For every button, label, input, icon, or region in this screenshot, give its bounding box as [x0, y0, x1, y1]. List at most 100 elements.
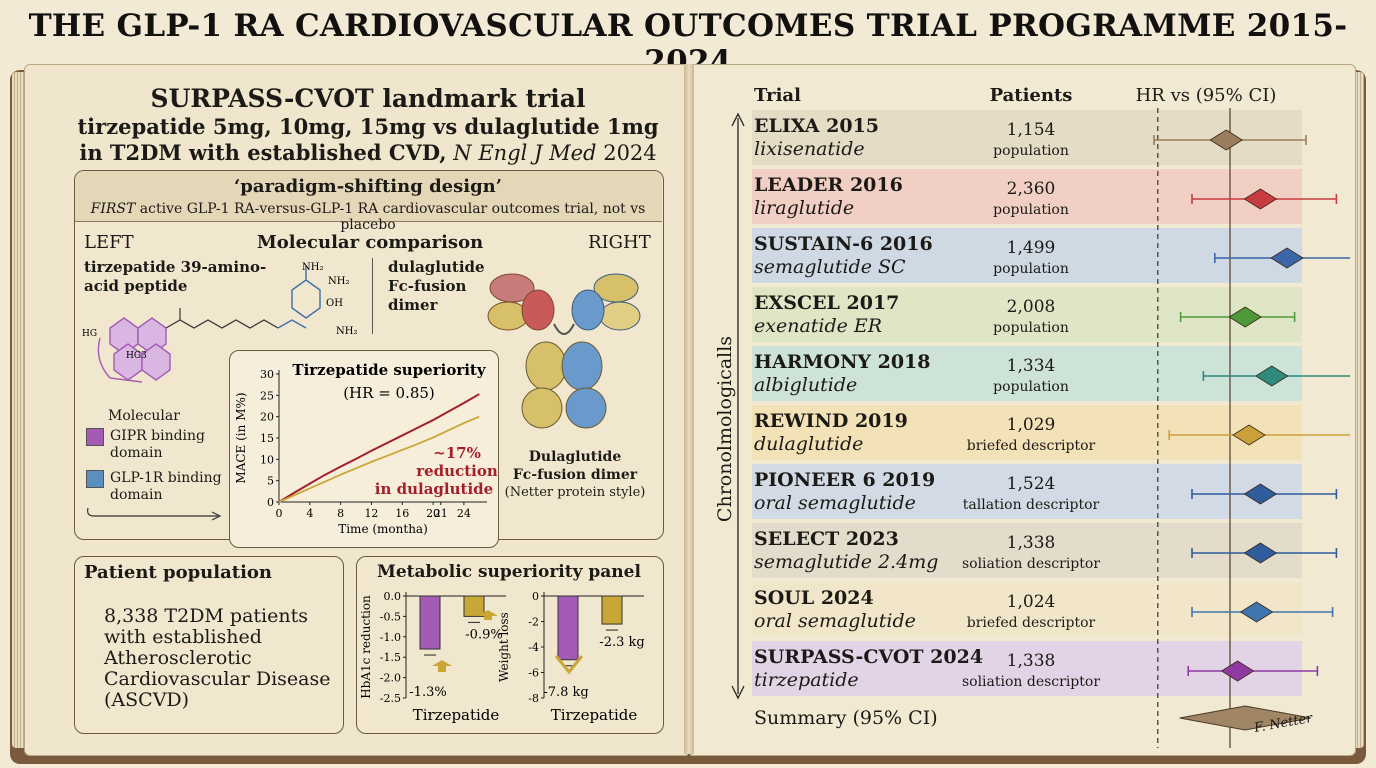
backbone-left	[165, 319, 279, 329]
hr-diamond	[1255, 365, 1289, 387]
weight-y-tick-label: 0	[532, 590, 539, 603]
page-title: THE GLP-1 RA CARDIOVASCULAR OUTCOMES TRI…	[28, 8, 1348, 80]
fab-right-core	[571, 289, 605, 331]
header-trial: Trial	[754, 85, 801, 106]
left-label: LEFT	[84, 232, 134, 253]
tirzepatide-label: tirzepatide 39-amino-acid peptide	[84, 258, 267, 295]
x-tick-label: 21	[434, 507, 448, 520]
hba1c-y-label: HbA1c reduction	[359, 595, 373, 699]
y-tick-label: 25	[260, 389, 274, 402]
chem-label-nh2-c: NH₂	[336, 326, 357, 337]
forest-row	[752, 169, 1302, 224]
trial-patient-descriptor: population	[993, 202, 1069, 218]
molecular-title: Molecular comparison	[256, 232, 484, 253]
trial-name: SELECT 2023	[754, 528, 899, 550]
hr-diamond	[1243, 188, 1278, 210]
hba1c-marker	[432, 660, 452, 672]
design-title: ‘paradigm-shifting design’	[233, 176, 503, 197]
y-tick-label: 15	[260, 432, 274, 445]
hr-diamond	[1239, 601, 1274, 623]
trial-patients: 1,029	[1006, 415, 1056, 435]
hr-diamond	[1209, 129, 1243, 151]
protein-caption-name: Dulaglutide Fc-fusion dimer	[500, 448, 650, 484]
loop	[97, 337, 143, 383]
y-tick-label: 0	[267, 496, 274, 509]
fc-left-lower	[521, 387, 563, 429]
peptide-backbone	[165, 308, 279, 329]
hba1c-y-tick-label: -2.5	[380, 692, 401, 705]
hba1c-y-tick-label: -1.5	[380, 651, 401, 664]
legend-swatch-gipr	[86, 428, 104, 446]
trial-patient-descriptor: population	[993, 379, 1069, 395]
trial-name: ELIXA 2015	[754, 115, 880, 137]
citation-population: in T2DM with established CVD,	[79, 140, 447, 165]
fc-right-upper	[561, 341, 603, 391]
trial-patients: 1,024	[1006, 592, 1056, 612]
population-title: Patient population	[84, 562, 272, 583]
hba1c-marker-2	[478, 610, 498, 620]
hr-diamond	[1270, 247, 1304, 269]
weight-y-tick-label: -2	[528, 616, 539, 629]
population-line-5: (ASCVD)	[104, 689, 190, 711]
fc-domain	[521, 341, 607, 429]
fab-right	[571, 273, 641, 331]
trial-drug: semaglutide 2.4mg	[754, 551, 939, 573]
legend-swatch-glp1r	[86, 470, 104, 488]
trial-citation: in T2DM with established CVD, N Engl J M…	[60, 140, 676, 165]
trial-name: HARMONY 2018	[754, 351, 931, 373]
x-tick-label: 0	[276, 507, 283, 520]
mace-subtitle: (HR = 0.85)	[343, 384, 435, 402]
hba1c-y-tick-label: -2.0	[380, 672, 401, 685]
protein-caption-line2: Fc-fusion dimer	[512, 467, 638, 483]
side-label: Chronolmologicalls	[714, 335, 736, 523]
trial-patient-descriptor: tallation descriptor	[962, 497, 1100, 513]
trial-name: SUSTAIN-6 2016	[754, 233, 933, 255]
forest-row	[752, 287, 1302, 342]
legend-arrow-line	[87, 507, 218, 517]
x-tick-label: 12	[364, 507, 378, 520]
trial-patients: 1,154	[1006, 120, 1056, 140]
y-tick-label: 5	[267, 475, 274, 488]
trial-patients: 1,524	[1006, 474, 1056, 494]
header-patients: Patients	[989, 85, 1073, 106]
hba1c-bar	[419, 595, 441, 650]
trial-drug: semaglutide SC	[754, 256, 906, 278]
weight-y-tick-label: -8	[528, 692, 539, 705]
x-axis-label: Time (montha)	[338, 522, 428, 536]
trial-patient-descriptor: population	[993, 320, 1069, 336]
trial-patient-descriptor: briefed descriptor	[966, 438, 1096, 454]
design-first: FIRST	[90, 201, 136, 217]
hr-diamond	[1243, 542, 1278, 564]
population-line-1: 8,338 T2DM patients	[104, 605, 308, 627]
glp1r-domain	[277, 266, 321, 329]
mace-title: Tirzepatide superiority	[292, 361, 486, 379]
ring-d	[141, 343, 171, 381]
annotation-line-3: in dulaglutide	[375, 480, 493, 498]
forest-row	[752, 641, 1302, 696]
design-text: active GLP-1 RA-versus-GLP-1 RA cardiova…	[139, 201, 646, 233]
trial-patients: 2,360	[1006, 179, 1056, 199]
hr-diamond	[1220, 660, 1255, 682]
citation-year: 2024	[603, 141, 657, 165]
summary-diamond	[1179, 705, 1311, 731]
tirzepatide-molecule: NH₂ NH₂ OH NH₂ HG HG3	[82, 262, 357, 383]
y-tick-label: 10	[260, 453, 274, 466]
annotation-line-1: ~17%	[433, 444, 481, 462]
protein-caption-style: (Netter protein style)	[504, 485, 646, 500]
page-edges-left	[12, 72, 26, 748]
x-tick-label: 24	[457, 507, 471, 520]
header-hr: HR vs (95% CI)	[1135, 85, 1277, 106]
forest-row	[752, 523, 1302, 578]
forest-row	[752, 464, 1302, 519]
chem-label-hg: HG	[82, 329, 97, 339]
x-tick-label: 20	[426, 507, 440, 520]
hba1c-bar-label: -1.3%	[409, 685, 446, 700]
hba1c-bar	[463, 595, 485, 617]
trial-name: PIONEER 6 2019	[754, 469, 936, 491]
annotation-line-2: reduction	[416, 462, 497, 480]
mace-chart-box	[229, 350, 499, 548]
population-line-2: with established	[104, 626, 262, 648]
weight-x-label: Tirzepatide	[551, 706, 638, 724]
x-tick-label: 4	[306, 507, 313, 520]
weight-marker	[554, 655, 584, 675]
